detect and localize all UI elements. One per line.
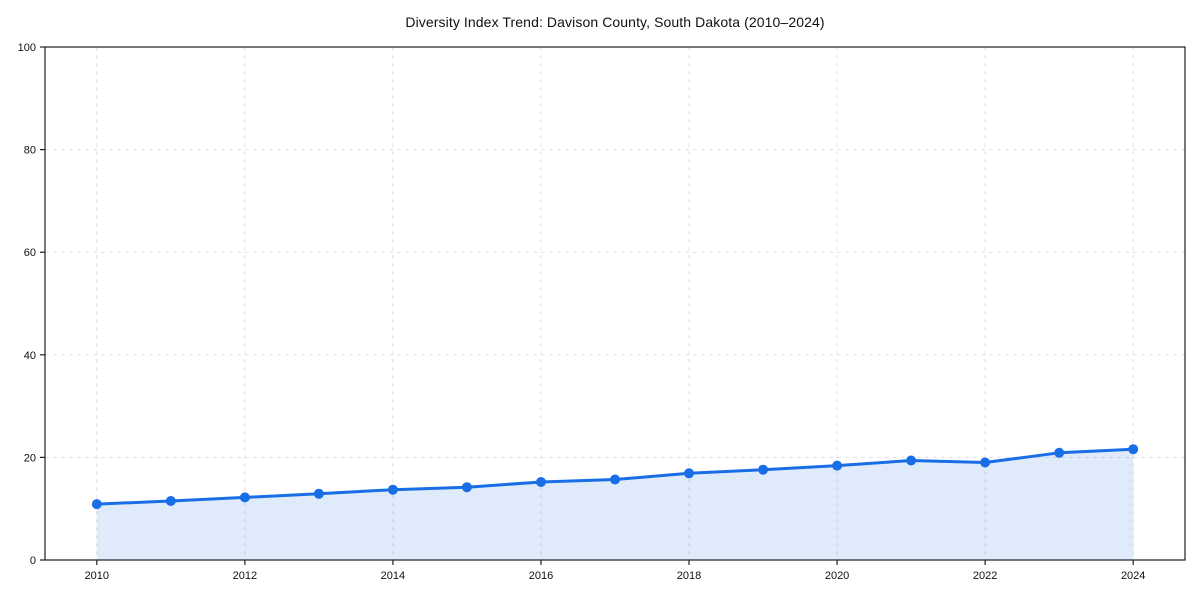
y-tick-label: 60 xyxy=(24,247,36,259)
x-tick-label: 2012 xyxy=(233,570,257,582)
y-tick-label: 20 xyxy=(24,452,36,464)
y-tick-label: 40 xyxy=(24,350,36,362)
x-tick-label: 2022 xyxy=(973,570,997,582)
x-tick-label: 2020 xyxy=(825,570,849,582)
plot-border xyxy=(44,46,1186,561)
data-point-2014 xyxy=(387,484,398,495)
chart-title: Diversity Index Trend: Davison County, S… xyxy=(405,14,825,30)
area-fill xyxy=(96,449,1134,560)
data-point-2011 xyxy=(165,496,176,506)
x-tick-label: 2014 xyxy=(381,570,405,582)
data-point-2024 xyxy=(1128,444,1139,455)
x-tick-label: 2018 xyxy=(677,570,701,582)
y-tick-label: 100 xyxy=(18,42,36,54)
data-point-2018 xyxy=(684,468,694,479)
x-tick-label: 2024 xyxy=(1121,570,1145,582)
x-tick-label: 2016 xyxy=(529,570,553,582)
data-point-2012 xyxy=(239,492,250,503)
data-point-2019 xyxy=(758,464,769,475)
data-point-2022 xyxy=(980,457,991,468)
y-tick-label: 80 xyxy=(24,145,36,157)
data-point-2015 xyxy=(461,482,472,493)
data-point-2017 xyxy=(610,474,620,485)
data-point-2010 xyxy=(91,499,102,510)
data-point-2023 xyxy=(1054,447,1065,458)
data-point-2020 xyxy=(832,460,843,471)
data-point-2021 xyxy=(906,455,917,466)
x-tick-label: 2010 xyxy=(85,570,109,582)
data-point-2016 xyxy=(536,477,546,487)
data-point-2013 xyxy=(313,488,324,499)
y-tick-label: 0 xyxy=(30,555,36,567)
